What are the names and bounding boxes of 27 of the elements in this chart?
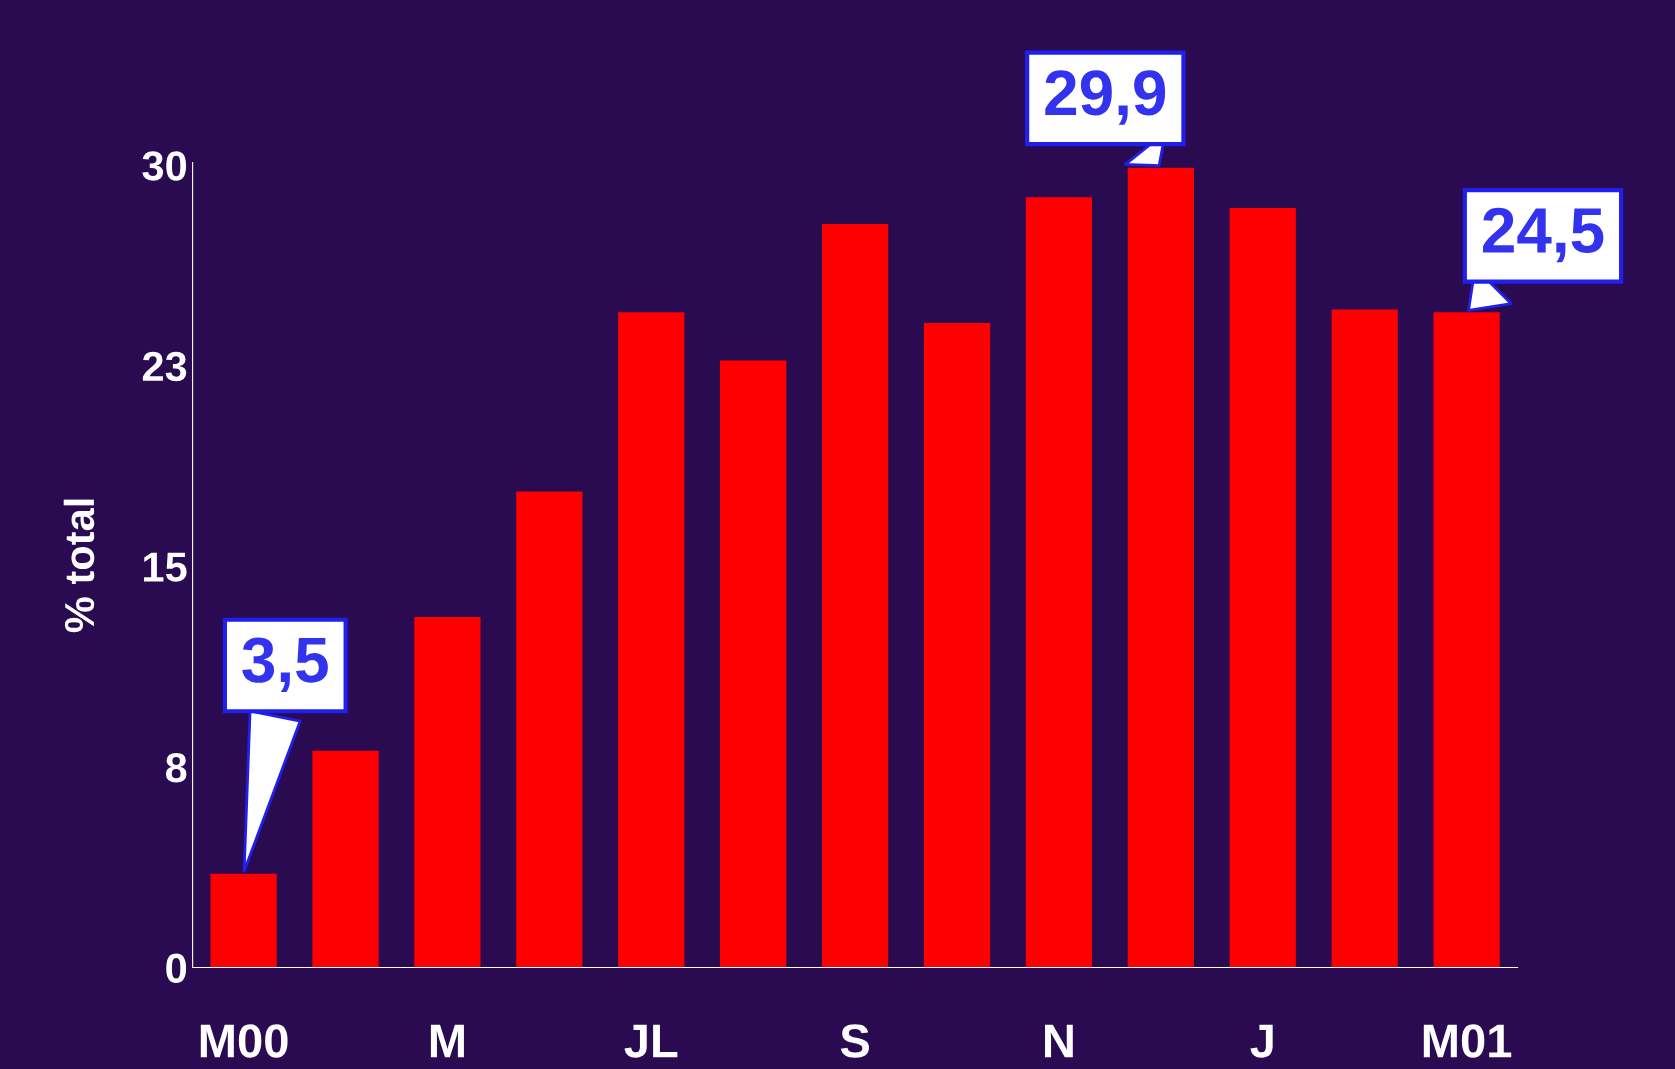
bar xyxy=(312,750,379,968)
bar xyxy=(1229,207,1296,968)
y-tick-label: 8 xyxy=(165,752,187,783)
x-tick-label: J xyxy=(1250,1024,1273,1058)
x-tick-label: M01 xyxy=(1423,1024,1512,1058)
y-tick-label: 30 xyxy=(142,151,187,181)
y-axis-title: % total xyxy=(63,499,95,633)
bar xyxy=(923,322,991,968)
x-tick-label: JL xyxy=(624,1024,678,1058)
bar xyxy=(414,617,481,968)
y-tick-label: 0 xyxy=(166,953,187,983)
data-label: 29,9 xyxy=(1045,70,1166,125)
bar xyxy=(1025,197,1093,968)
x-tick-label: N xyxy=(1045,1024,1073,1058)
x-tick-label: M xyxy=(430,1024,464,1058)
bar xyxy=(1331,309,1398,968)
bar xyxy=(720,360,787,968)
y-tick-label: 23 xyxy=(142,351,187,382)
bar xyxy=(821,224,889,968)
data-label: 24,5 xyxy=(1483,207,1604,263)
bar xyxy=(516,491,583,968)
y-tick-label: 15 xyxy=(144,552,187,582)
bar xyxy=(618,312,685,968)
x-tick-label: S xyxy=(840,1024,869,1058)
x-tick-label: M00 xyxy=(200,1024,288,1058)
data-label: 3,5 xyxy=(242,637,328,692)
bar xyxy=(1433,312,1500,968)
